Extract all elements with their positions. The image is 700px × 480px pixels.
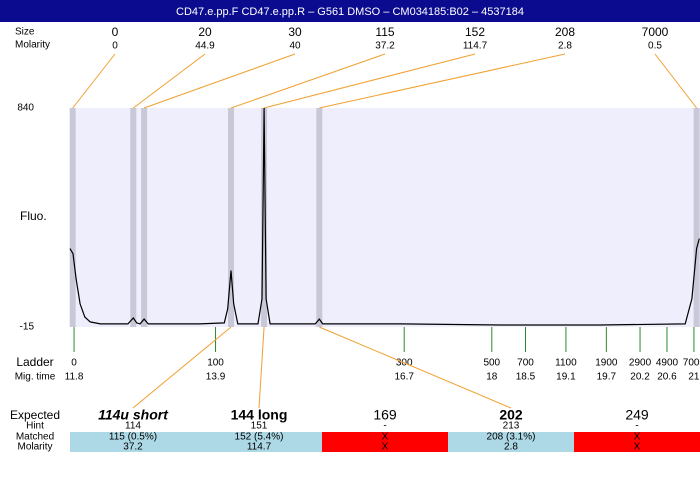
peak-size: 208 <box>555 25 575 39</box>
y-label: Fluo. <box>20 209 47 223</box>
row-label: Matched <box>16 432 54 443</box>
expected-size: 202 <box>499 407 523 423</box>
ladder-size: 100 <box>207 358 224 369</box>
ladder-time: 20.6 <box>657 372 677 383</box>
peak-molarity: 40 <box>289 41 301 52</box>
ladder-time: 21 <box>688 372 700 383</box>
expected-size: 144 long <box>231 407 288 423</box>
hint: - <box>635 421 638 432</box>
match-cell <box>196 432 322 452</box>
ladder-time: 11.8 <box>65 372 84 383</box>
matched: 115 (0.5%) <box>109 432 157 443</box>
hint: 114 <box>125 421 141 432</box>
peak-size: 7000 <box>642 25 669 39</box>
hint: - <box>383 421 386 432</box>
peak-molarity: 0 <box>112 41 118 52</box>
hint: 213 <box>503 421 520 432</box>
peak-connector <box>133 53 206 109</box>
y-tick-label: -15 <box>20 322 35 333</box>
peak-size: 20 <box>198 25 212 39</box>
title-bar <box>0 0 700 22</box>
molarity: X <box>382 442 389 453</box>
peak-size: 115 <box>375 25 394 39</box>
expected-size: 249 <box>625 407 649 423</box>
match-cell <box>322 432 448 452</box>
ladder-size: 1100 <box>555 358 577 369</box>
match-cell <box>448 432 574 452</box>
title: CD47.e.pp.F CD47.e.pp.R – G561 DMSO – CM… <box>176 6 524 18</box>
row-label: Hint <box>26 421 44 432</box>
peak-size: 0 <box>112 25 119 39</box>
ladder-size: 2900 <box>629 358 652 369</box>
peak-connector <box>263 53 476 109</box>
plot-area <box>70 108 700 327</box>
peak-connector <box>72 53 116 109</box>
peak-connector <box>654 53 698 109</box>
molarity: 114.7 <box>247 442 272 453</box>
peak-size: 152 <box>465 25 485 39</box>
size-label: Size <box>15 27 35 38</box>
trace <box>69 107 700 326</box>
peak-band <box>141 108 148 327</box>
ladder-label: Ladder <box>16 355 53 369</box>
ladder-size: 7000 <box>683 358 700 369</box>
ladder-size: 0 <box>71 358 77 369</box>
match-connector <box>319 326 512 409</box>
molarity: X <box>634 442 641 453</box>
peak-band <box>693 108 700 327</box>
matched: 152 (5.4%) <box>235 432 284 443</box>
peak-connector <box>230 53 386 109</box>
peak-band <box>130 108 137 327</box>
ladder-time: 18.5 <box>516 372 536 383</box>
peak-molarity: 2.8 <box>558 41 572 52</box>
peak-connector <box>319 53 566 109</box>
row-label: Expected <box>10 408 60 422</box>
match-connector <box>132 326 232 409</box>
peak-molarity: 114.7 <box>463 41 488 52</box>
peak-molarity: 0.5 <box>648 41 662 52</box>
ladder-size: 700 <box>517 358 534 369</box>
ladder-size: 500 <box>483 358 500 369</box>
molarity: 37.2 <box>123 442 143 453</box>
match-connector <box>258 326 265 409</box>
peak-band <box>69 108 76 327</box>
molarity: 2.8 <box>504 442 518 453</box>
time-label: Mig. time <box>15 372 56 383</box>
peak-molarity: 37.2 <box>375 41 395 52</box>
row-label: Molarity <box>17 442 52 453</box>
expected-size: 114u short <box>98 407 169 423</box>
ladder-time: 16.7 <box>394 372 414 383</box>
ladder-time: 19.1 <box>556 372 576 383</box>
ladder-time: 18 <box>486 372 498 383</box>
ladder-time: 20.2 <box>630 372 650 383</box>
matched: 208 (3.1%) <box>487 432 536 443</box>
molarity-label: Molarity <box>15 40 50 51</box>
peak-band <box>261 108 268 327</box>
hint: 151 <box>251 421 268 432</box>
expected-size: 169 <box>373 407 397 423</box>
peak-size: 30 <box>288 25 302 39</box>
match-cell <box>574 432 700 452</box>
y-tick-label: 840 <box>17 103 34 114</box>
peak-band <box>228 108 235 327</box>
ladder-time: 19.7 <box>597 372 617 383</box>
matched: X <box>634 432 641 443</box>
matched: X <box>382 432 389 443</box>
peak-band <box>316 108 323 327</box>
ladder-size: 1900 <box>595 358 618 369</box>
peak-connector <box>143 53 296 109</box>
match-cell <box>70 432 196 452</box>
ladder-time: 13.9 <box>206 372 226 383</box>
peak-molarity: 44.9 <box>195 41 215 52</box>
ladder-size: 4900 <box>656 358 679 369</box>
